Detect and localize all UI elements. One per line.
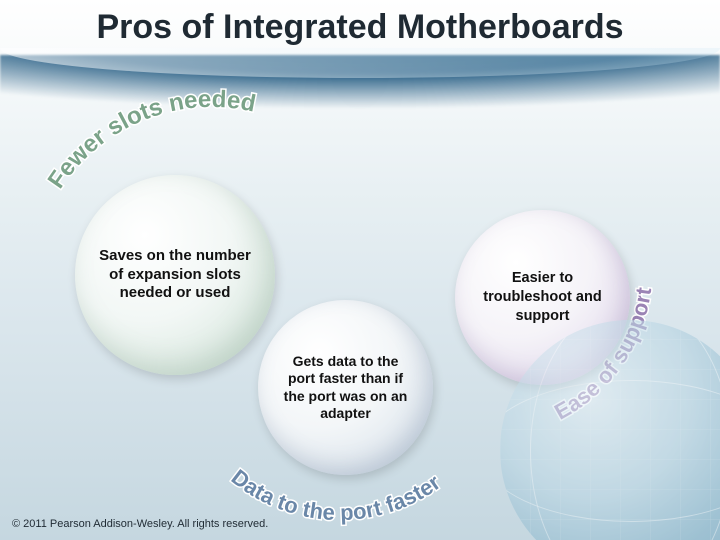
- copyright-text: © 2011 Pearson Addison-Wesley. All right…: [12, 518, 268, 530]
- bubble-fewer-slots-text: Saves on the number of expansion slots n…: [95, 247, 255, 303]
- slide: Pros of Integrated Motherboards Fewer sl…: [0, 0, 720, 540]
- bubble-fewer-slots: Saves on the number of expansion slots n…: [75, 175, 275, 375]
- slide-title: Pros of Integrated Motherboards: [0, 8, 720, 47]
- bubble-data-faster-text: Gets data to the port faster than if the…: [278, 353, 413, 423]
- bubble-ease-support-text: Easier to troubleshoot and support: [475, 269, 610, 326]
- bubble-data-faster: Gets data to the port faster than if the…: [258, 300, 433, 475]
